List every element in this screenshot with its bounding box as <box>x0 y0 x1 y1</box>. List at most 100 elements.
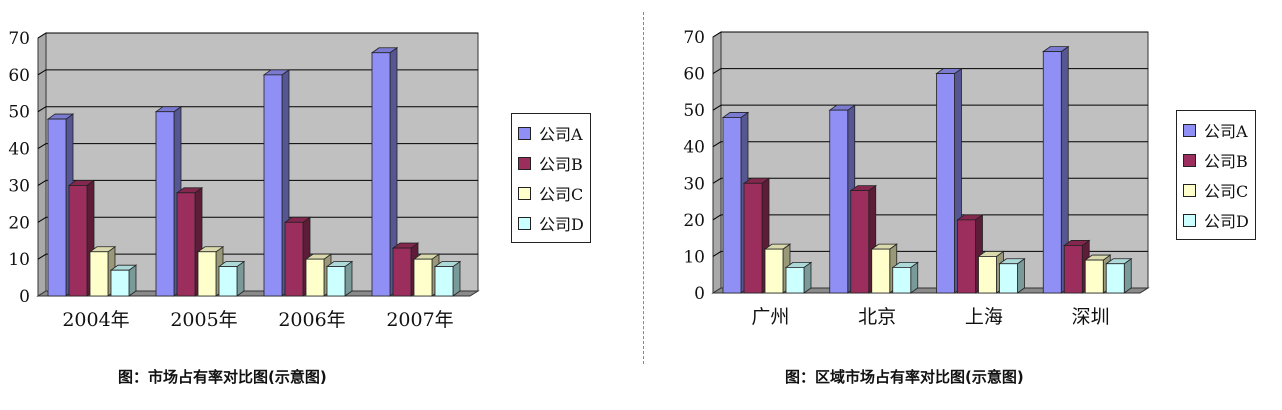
chart-panel-regional-share: 0 10 20 30 40 50 60 70 广州 北京 上海 深圳 公司A 公司B 公司C 公司D … <box>645 0 1282 410</box>
legend-item: 公司B <box>1183 145 1249 175</box>
y-tick-label: 60 <box>683 65 705 85</box>
y-tick-label: 40 <box>683 138 705 158</box>
legend-item: 公司D <box>518 208 584 238</box>
x-tick-label: 深圳 <box>1072 306 1110 328</box>
bar-front <box>393 248 411 296</box>
y-tick-label: 20 <box>8 213 30 233</box>
bar <box>435 262 460 296</box>
bar-front <box>1000 264 1018 293</box>
bar-side <box>453 262 460 296</box>
chart-caption: 图：市场占有率对比图(示意图) <box>118 366 327 387</box>
bar <box>111 265 136 296</box>
x-tick-label: 上海 <box>965 306 1003 328</box>
legend: 公司A 公司B 公司C 公司D <box>511 113 591 243</box>
bar <box>219 262 244 296</box>
bar-front <box>156 112 174 296</box>
bar-front <box>285 222 303 296</box>
legend: 公司A 公司B 公司C 公司D <box>1176 110 1256 240</box>
x-tick-label: 北京 <box>858 306 896 328</box>
bar-front <box>744 183 762 293</box>
bar-front <box>372 53 390 296</box>
y-tick-label: 70 <box>683 28 705 48</box>
bar-front <box>69 185 87 296</box>
legend-label: 公司A <box>539 121 583 145</box>
panel-divider <box>643 12 644 364</box>
bar-front <box>786 267 804 293</box>
bar-front <box>198 252 216 296</box>
bar-front <box>765 249 783 293</box>
legend-label: 公司A <box>1204 118 1248 142</box>
bar-front <box>851 191 869 293</box>
y-tick-label: 30 <box>683 174 705 194</box>
bar-front <box>1106 264 1124 293</box>
bar-front <box>111 270 129 296</box>
y-tick-label: 70 <box>8 29 30 49</box>
bar-front <box>177 193 195 296</box>
bar-side <box>345 262 352 296</box>
y-tick-label: 10 <box>8 250 30 270</box>
legend-swatch-a <box>1183 124 1196 137</box>
x-tick-label: 2005年 <box>170 309 237 331</box>
bar-front <box>48 119 66 296</box>
bar <box>327 262 352 296</box>
bar-front <box>219 267 237 296</box>
legend-item: 公司C <box>518 178 584 208</box>
chart-caption: 图：区域市场占有率对比图(示意图) <box>785 366 1024 387</box>
legend-swatch-c <box>1183 184 1196 197</box>
y-tick-label: 30 <box>8 176 30 196</box>
legend-item: 公司A <box>1183 115 1249 145</box>
bar-front <box>264 75 282 296</box>
bar-front <box>830 110 848 293</box>
legend-swatch-d <box>518 217 531 230</box>
bar-front <box>327 267 345 296</box>
y-tick-label: 10 <box>683 247 705 267</box>
bar-front <box>1085 260 1103 293</box>
bar-side <box>237 262 244 296</box>
legend-label: 公司C <box>539 181 583 205</box>
x-tick-label: 广州 <box>751 306 789 328</box>
bar-side <box>1018 259 1025 293</box>
legend-item: 公司D <box>1183 205 1249 235</box>
bar-front <box>872 249 890 293</box>
legend-swatch-d <box>1183 214 1196 227</box>
bar <box>1000 259 1025 293</box>
bar-front <box>723 117 741 293</box>
y-tick-label: 60 <box>8 66 30 86</box>
legend-label: 公司B <box>1204 148 1248 172</box>
bar <box>893 262 918 293</box>
legend-label: 公司B <box>539 151 583 175</box>
legend-label: 公司C <box>1204 178 1248 202</box>
y-tick-label: 40 <box>8 140 30 160</box>
legend-item: 公司B <box>518 148 584 178</box>
bar <box>1106 259 1131 293</box>
bar-front <box>937 74 955 293</box>
bar-front <box>90 252 108 296</box>
legend-swatch-b <box>518 157 531 170</box>
y-tick-label: 50 <box>8 103 30 123</box>
bar-front <box>893 267 911 293</box>
bar-front <box>1043 52 1061 293</box>
bar <box>786 262 811 293</box>
y-tick-label: 0 <box>694 284 705 304</box>
x-tick-label: 2006年 <box>278 309 345 331</box>
legend-label: 公司D <box>1204 208 1249 232</box>
legend-label: 公司D <box>539 211 584 235</box>
legend-swatch-c <box>518 187 531 200</box>
bar-front <box>306 259 324 296</box>
bar-front <box>958 220 976 293</box>
legend-swatch-a <box>518 127 531 140</box>
legend-item: 公司A <box>518 118 584 148</box>
bar-front <box>435 267 453 296</box>
bar-front <box>979 256 997 293</box>
y-tick-label: 50 <box>683 101 705 121</box>
bar-front <box>1064 245 1082 293</box>
legend-item: 公司C <box>1183 175 1249 205</box>
bar-side <box>1124 259 1131 293</box>
y-tick-label: 20 <box>683 211 705 231</box>
chart-panel-market-share: 0 10 20 30 40 50 60 70 2004年 2005年 2006年 2007年 公司A … <box>0 0 640 410</box>
y-tick-label: 0 <box>19 287 30 307</box>
legend-swatch-b <box>1183 154 1196 167</box>
bar-front <box>414 259 432 296</box>
x-tick-label: 2004年 <box>62 309 129 331</box>
x-tick-label: 2007年 <box>386 309 453 331</box>
